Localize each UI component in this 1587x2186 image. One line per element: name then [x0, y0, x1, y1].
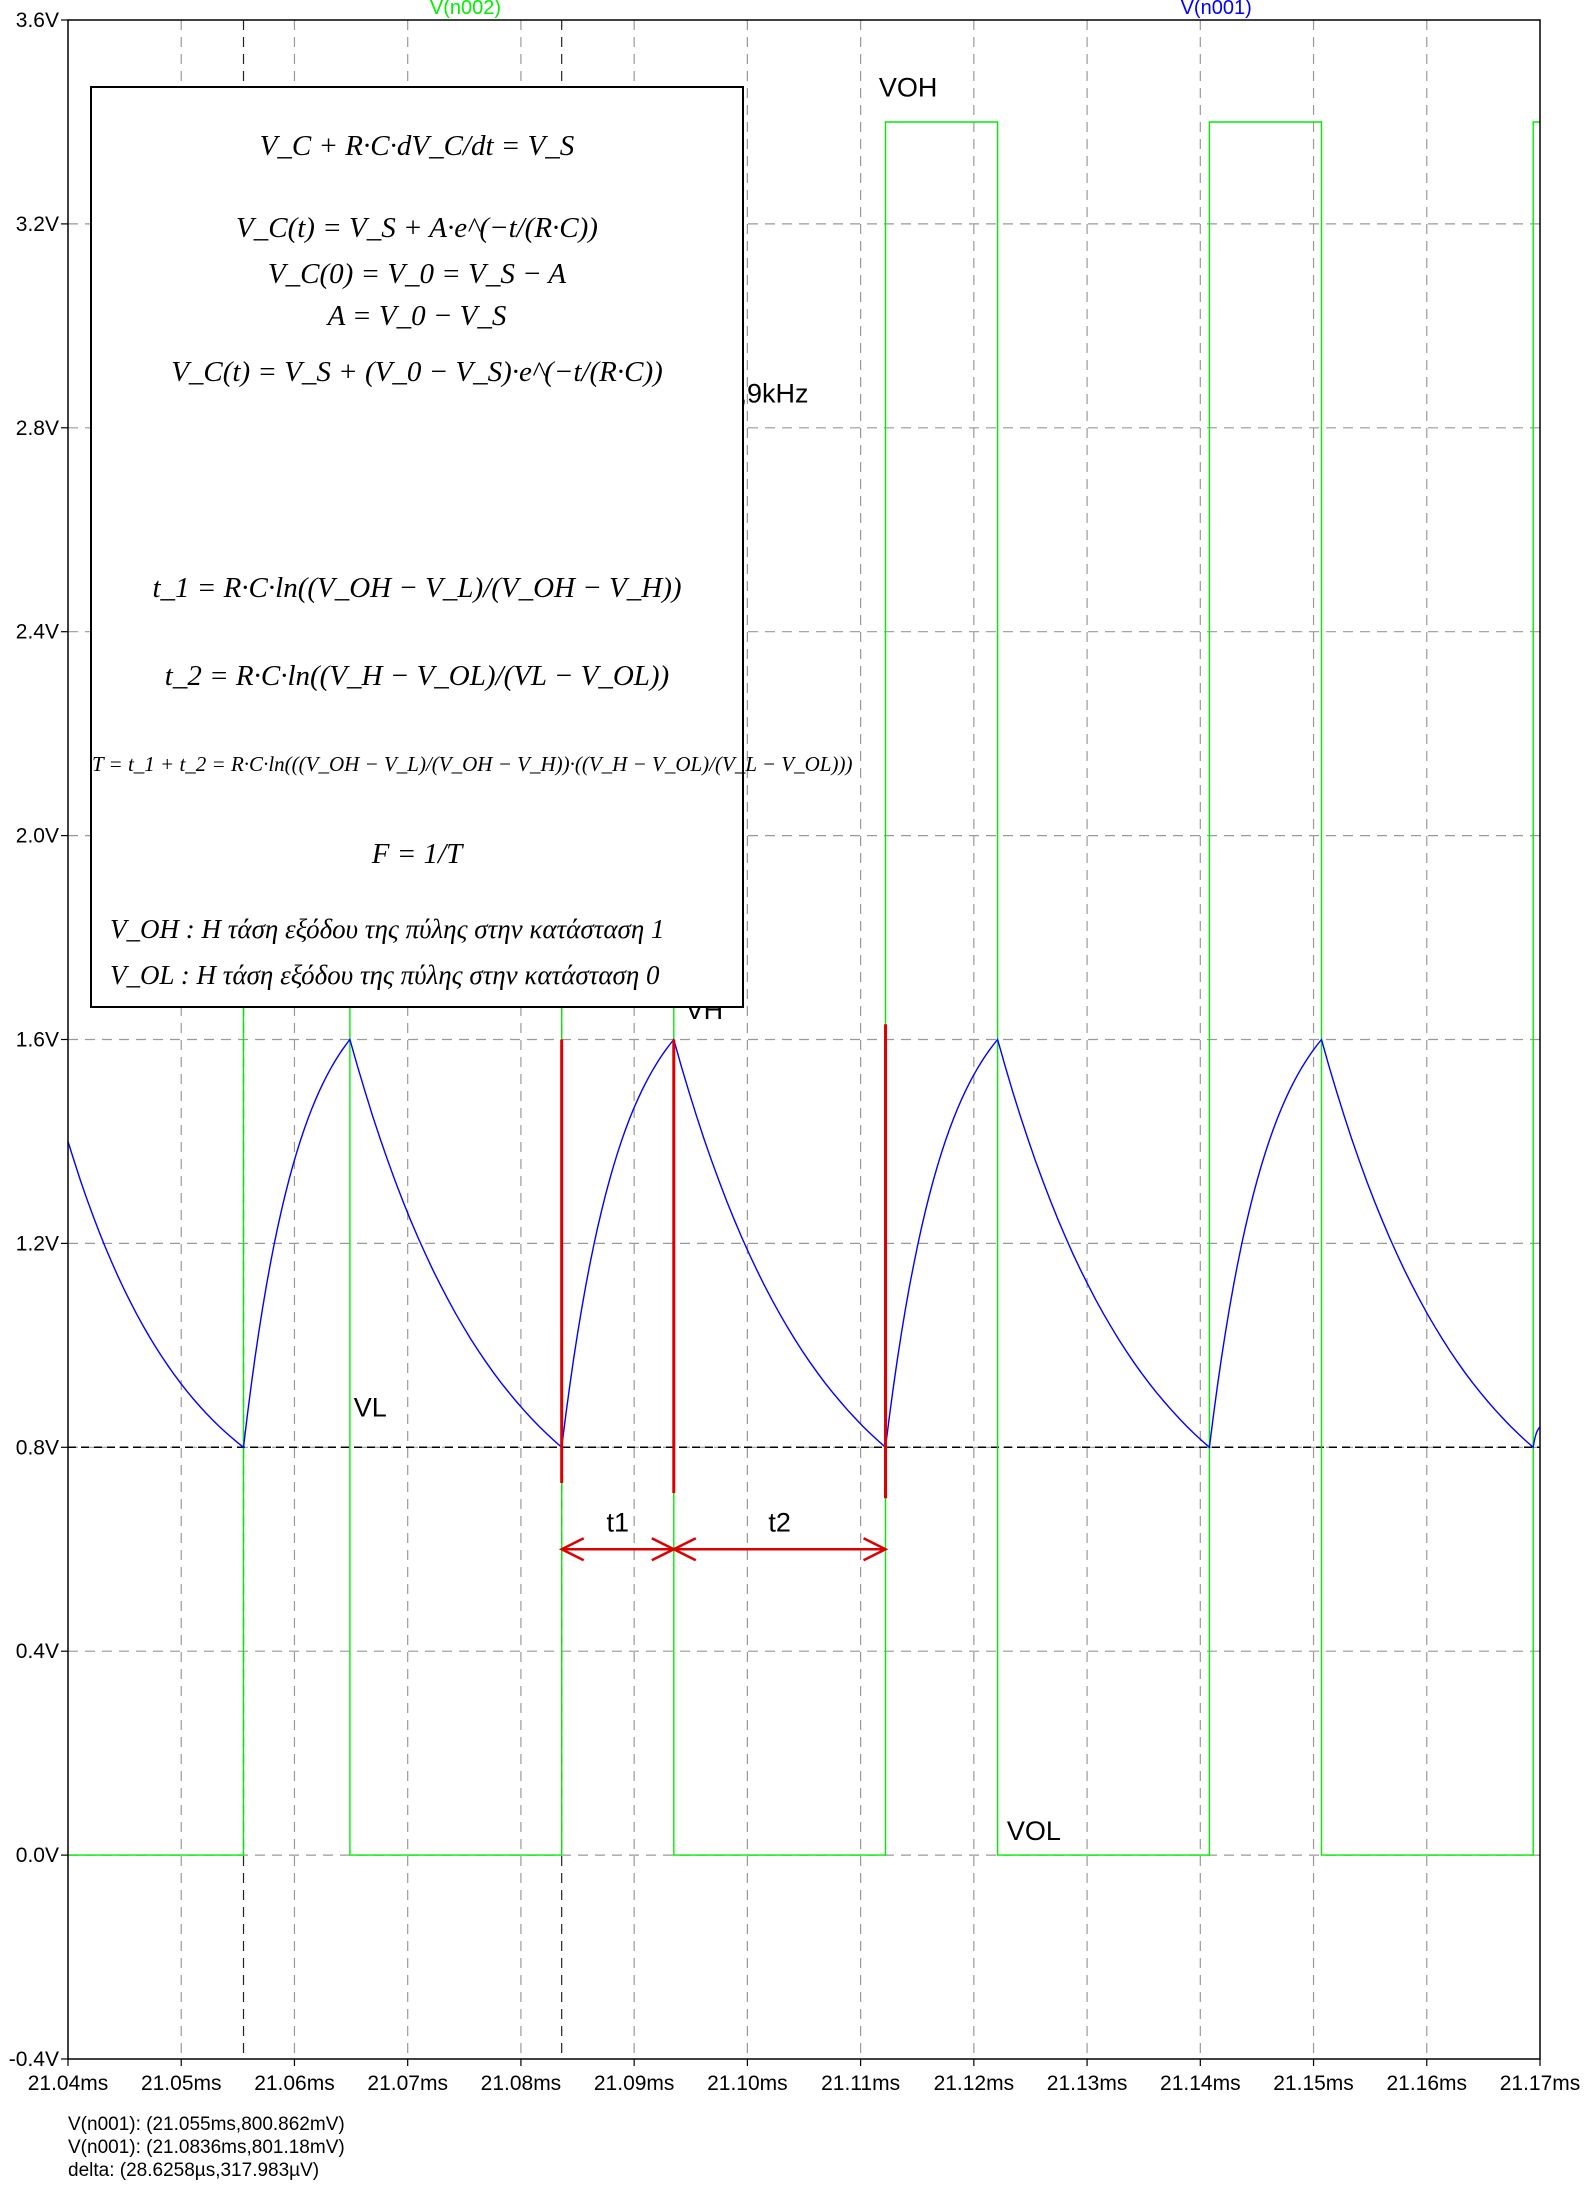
voh-symbol: V_OH [110, 914, 179, 944]
y-tick-label: 2.4V [16, 621, 59, 644]
formula-voh-desc: V_OH : Η τάση εξόδου της πύλης στην κατά… [110, 914, 665, 944]
annotation-label: VL [354, 1393, 387, 1423]
formula-rc-ode: V_C + R·C·dV_C/dt = V_S [259, 130, 575, 162]
y-tick-label: 0.4V [16, 1640, 59, 1663]
vol-description: Η τάση εξόδου της πύλης στην κατάσταση 0 [196, 960, 660, 990]
y-tick-label: 3.6V [16, 9, 59, 32]
annotation-label: VOH [879, 72, 938, 102]
y-tick-label: 2.8V [16, 417, 59, 440]
vol-symbol: V_OL [110, 960, 175, 990]
y-tick-label: 0.0V [16, 1844, 59, 1867]
x-tick-label: 21.10ms [707, 2072, 788, 2095]
formula-t2: t_2 = R·C·ln((V_H − V_OL)/(VL − V_OL)) [164, 660, 670, 692]
cursor-readout-delta: delta: (28.6258µs,317.983µV) [68, 2160, 320, 2181]
x-tick-label: 21.05ms [141, 2072, 222, 2095]
x-tick-label: 21.16ms [1386, 2072, 1467, 2095]
y-tick-label: -0.4V [9, 2048, 59, 2071]
formula-vc-initial: V_C(0) = V_0 = V_S − A [267, 258, 567, 290]
cursor-readout-2: V(n001): (21.0836ms,801.18mV) [68, 2137, 345, 2158]
arrow-label: t1 [606, 1507, 629, 1537]
series-name-label: V(n002) [430, 0, 501, 19]
x-tick-label: 21.12ms [934, 2072, 1015, 2095]
formula-box: V_C + R·C·dV_C/dt = V_S V_C(t) = V_S + A… [90, 86, 853, 1008]
y-tick-label: 0.8V [16, 1436, 59, 1459]
cursor-readout-1: V(n001): (21.055ms,800.862mV) [68, 2114, 345, 2135]
formula-a-constant: A = V_0 − V_S [327, 300, 507, 332]
formula-vc-general: V_C(t) = V_S + A·e^(−t/(R·C)) [236, 212, 598, 244]
plot-frame [67, 19, 1541, 2060]
x-tick-label: 21.04ms [28, 2072, 109, 2095]
annotation-label: VOL [1007, 1816, 1061, 1846]
x-tick-label: 21.06ms [254, 2072, 335, 2095]
x-tick-label: 21.15ms [1273, 2072, 1354, 2095]
x-tick-label: 21.11ms [821, 2072, 900, 2095]
formula-t1: t_1 = R·C·ln((V_OH − V_L)/(V_OH − V_H)) [152, 572, 682, 604]
x-tick-label: 21.17ms [1500, 2072, 1581, 2095]
formula-frequency: F = 1/T [371, 838, 463, 870]
formula-period: T = t_1 + t_2 = R·C·ln(((V_OH − V_L)/(V_… [92, 752, 853, 776]
x-tick-label: 21.14ms [1160, 2072, 1241, 2095]
y-tick-label: 3.2V [16, 213, 59, 236]
series-name-label: V(n001) [1181, 0, 1252, 19]
arrow-head-right [862, 1537, 889, 1562]
y-tick-label: 2.0V [16, 825, 59, 848]
y-tick-label: 1.6V [16, 1029, 59, 1052]
formula-vc-solution: V_C(t) = V_S + (V_0 − V_S)·e^(−t/(R·C)) [171, 356, 663, 388]
red-markers: t1 t2 [558, 1024, 889, 1562]
x-tick-label: 21.13ms [1047, 2072, 1128, 2095]
x-tick-label: 21.09ms [594, 2072, 675, 2095]
x-tick-label: 21.08ms [481, 2072, 562, 2095]
arrow-head-left [670, 1537, 697, 1562]
tick-labels: 21.04ms 21.05ms 21.06ms 21.07ms 21.08ms 21.09… [9, 0, 1580, 2095]
arrow-label: t2 [768, 1507, 791, 1537]
formula-vol-desc: V_OL : Η τάση εξόδου της πύλης στην κατά… [110, 960, 660, 990]
y-tick-label: 1.2V [16, 1232, 59, 1255]
x-tick-label: 21.07ms [367, 2072, 448, 2095]
reference-lines [68, 20, 1540, 2059]
voh-description: Η τάση εξόδου της πύλης στην κατάσταση 1 [201, 914, 665, 944]
arrow-head-left [558, 1537, 585, 1562]
